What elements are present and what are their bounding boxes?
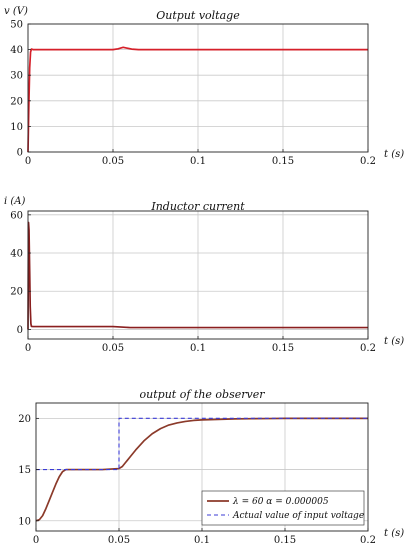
series-line-2 [36, 417, 368, 471]
chart-3: 0 0.05 0.1 0.15 0.2 10 15 20 output of the obser… [18, 388, 404, 546]
chart-2: 0 0.05 0.1 0.15 0.2 0 20 40 60 Inductor current t … [4, 196, 404, 354]
x-tick-label: 0.05 [102, 156, 124, 167]
x-tick-label: 0 [33, 535, 39, 546]
x-axis-label: t (s) [384, 336, 404, 347]
y-tick-label: 40 [10, 45, 23, 56]
y-tick-label: 0 [17, 325, 23, 336]
chart-title: Inductor current [150, 200, 245, 213]
x-tick-label: 0.2 [360, 535, 376, 546]
y-tick-label: 10 [18, 516, 31, 527]
y-axis-label: v (V) [4, 6, 28, 17]
y-tick-label: 20 [10, 287, 23, 298]
x-tick-label: 0.15 [272, 156, 294, 167]
legend-entry: Actual value of input voltage [232, 511, 364, 521]
x-tick-label: 0.1 [194, 535, 210, 546]
series-line-1 [35, 417, 368, 522]
x-tick-label: 0.2 [360, 343, 376, 354]
y-tick-label: 40 [10, 249, 23, 260]
x-tick-label: 0.05 [108, 535, 130, 546]
chart-1: 0 0.05 0.1 0.15 0.2 0 10 20 30 40 50 Output voltage… [4, 6, 404, 167]
series-line-1 [27, 221, 368, 330]
y-tick-label: 30 [10, 71, 23, 82]
chart-title: output of the observer [140, 388, 266, 401]
y-tick-label: 50 [10, 20, 23, 31]
x-tick-label: 0.1 [190, 156, 206, 167]
y-tick-label: 15 [18, 465, 31, 476]
y-tick-label: 0 [17, 148, 23, 159]
y-tick-label: 20 [18, 414, 31, 425]
series-line-1 [27, 46, 368, 153]
y-tick-label: 10 [10, 122, 23, 133]
y-tick-label: 20 [10, 96, 23, 107]
x-tick-label: 0 [25, 343, 31, 354]
x-tick-label: 0.15 [274, 535, 296, 546]
legend: λ = 60 α = 0.000005 Actual value of input… [201, 490, 365, 526]
x-axis-label: t (s) [384, 528, 404, 539]
legend-entry: λ = 60 α = 0.000005 [232, 497, 329, 507]
x-tick-label: 0.15 [272, 343, 294, 354]
x-tick-label: 0.1 [190, 343, 206, 354]
y-axis-label: i (A) [4, 196, 26, 207]
chart-title: Output voltage [156, 9, 240, 22]
y-tick-label: 60 [10, 210, 23, 221]
x-axis-label: t (s) [384, 149, 404, 160]
x-tick-label: 0.05 [102, 343, 124, 354]
x-tick-label: 0.2 [360, 156, 376, 167]
legend-box [201, 490, 365, 526]
x-tick-label: 0 [25, 156, 31, 167]
